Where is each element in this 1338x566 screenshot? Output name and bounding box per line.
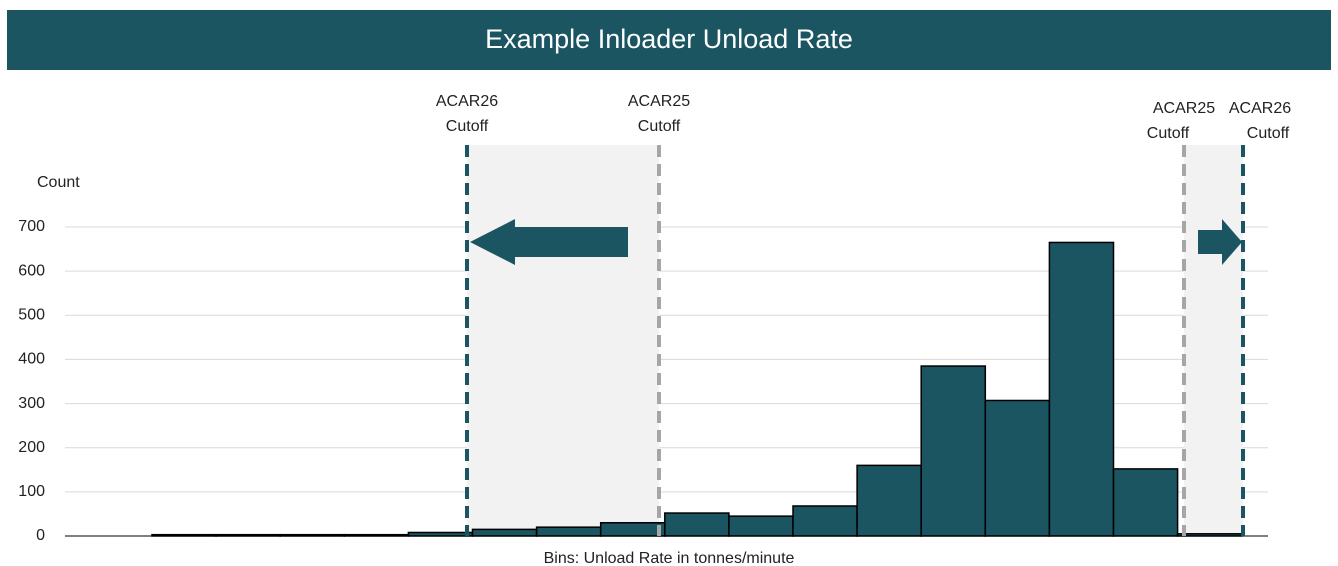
- y-tick-label: 200: [18, 439, 45, 456]
- y-tick-label: 100: [18, 483, 45, 500]
- annotation: ACAR26: [436, 93, 498, 110]
- cutoff-band: [467, 145, 659, 536]
- chart-title: Example Inloader Unload Rate: [485, 24, 853, 54]
- shading: [467, 145, 1243, 536]
- bar: [664, 512, 730, 537]
- bar: [1112, 468, 1179, 537]
- bar: [792, 505, 858, 537]
- cutoff-band: [1184, 145, 1243, 536]
- annotation: Cutoff: [1247, 125, 1290, 142]
- annotation: ACAR25: [628, 93, 690, 110]
- annotation: Cutoff: [638, 118, 681, 135]
- bar: [920, 365, 987, 537]
- bar: [535, 526, 602, 537]
- annotation: Cutoff: [1147, 125, 1190, 142]
- annotation: Cutoff: [446, 118, 489, 135]
- annotation: ACAR25: [1153, 100, 1215, 117]
- y-tick-label: 300: [18, 395, 45, 412]
- arrow-left: [470, 219, 628, 265]
- x-axis-title: Bins: Unload Rate in tonnes/minute: [544, 550, 795, 566]
- y-tick-label: 700: [18, 218, 45, 235]
- y-axis-title: Count: [37, 174, 80, 191]
- bar: [856, 464, 922, 537]
- bar: [471, 528, 538, 537]
- bar: [407, 531, 474, 537]
- y-tick-label: 500: [18, 307, 45, 324]
- y-tick-label: 600: [18, 262, 45, 279]
- y-tick-label: 0: [36, 527, 45, 544]
- cutoffs: [465, 145, 1245, 536]
- bar: [728, 515, 794, 537]
- bar: [1048, 241, 1115, 537]
- plot: [65, 241, 1268, 537]
- bar: [984, 399, 1051, 537]
- y-tick-label: 400: [18, 351, 45, 368]
- title-bar: [7, 10, 1331, 70]
- bar: [599, 522, 666, 537]
- annotation: ACAR26: [1229, 100, 1291, 117]
- arrow-right: [1198, 219, 1242, 265]
